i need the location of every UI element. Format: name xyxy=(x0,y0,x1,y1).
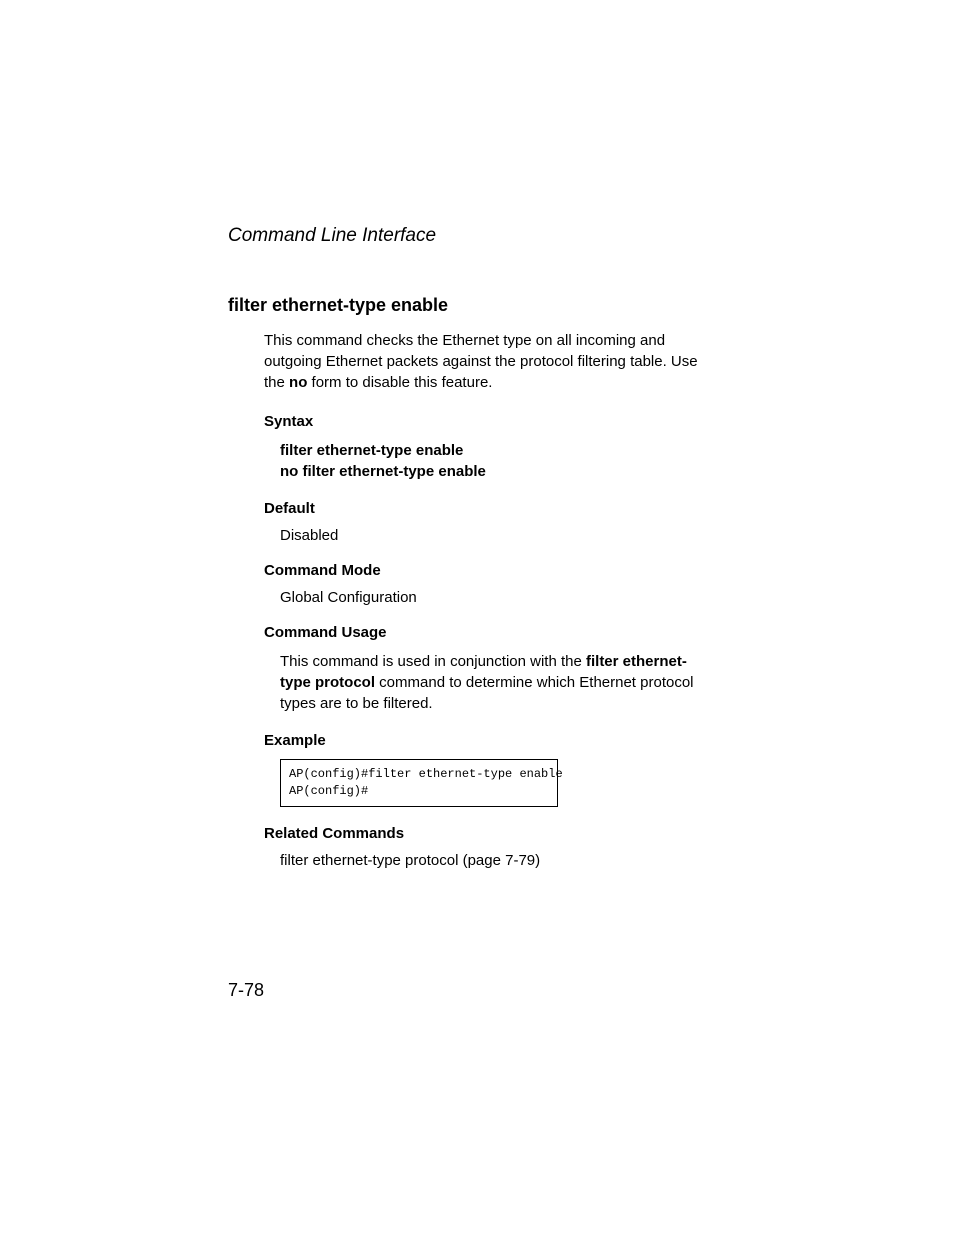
command-usage-content: This command is used in conjunction with… xyxy=(280,651,716,714)
usage-text-1: This command is used in conjunction with… xyxy=(280,653,586,670)
syntax-content: filter ethernet-type enable no filter et… xyxy=(280,440,716,482)
command-mode-label: Command Mode xyxy=(264,562,716,579)
page-number: 7-78 xyxy=(228,980,264,1001)
syntax-line-2: no filter ethernet-type enable xyxy=(280,461,716,482)
example-label: Example xyxy=(264,732,716,749)
page-container: Command Line Interface filter ethernet-t… xyxy=(0,0,954,869)
example-code-box: AP(config)#filter ethernet-type enable A… xyxy=(280,759,558,807)
default-value: Disabled xyxy=(280,527,716,544)
default-label: Default xyxy=(264,500,716,517)
command-usage-label: Command Usage xyxy=(264,624,716,641)
description-bold-no: no xyxy=(289,374,307,391)
section-description: This command checks the Ethernet type on… xyxy=(264,330,716,393)
section-heading: filter ethernet-type enable xyxy=(228,295,716,316)
syntax-line-1: filter ethernet-type enable xyxy=(280,440,716,461)
header-title: Command Line Interface xyxy=(228,225,716,247)
related-commands-label: Related Commands xyxy=(264,825,716,842)
syntax-label: Syntax xyxy=(264,413,716,430)
description-text-2: form to disable this feature. xyxy=(307,374,492,391)
command-mode-value: Global Configuration xyxy=(280,589,716,606)
related-commands-value: filter ethernet-type protocol (page 7-79… xyxy=(280,852,716,869)
